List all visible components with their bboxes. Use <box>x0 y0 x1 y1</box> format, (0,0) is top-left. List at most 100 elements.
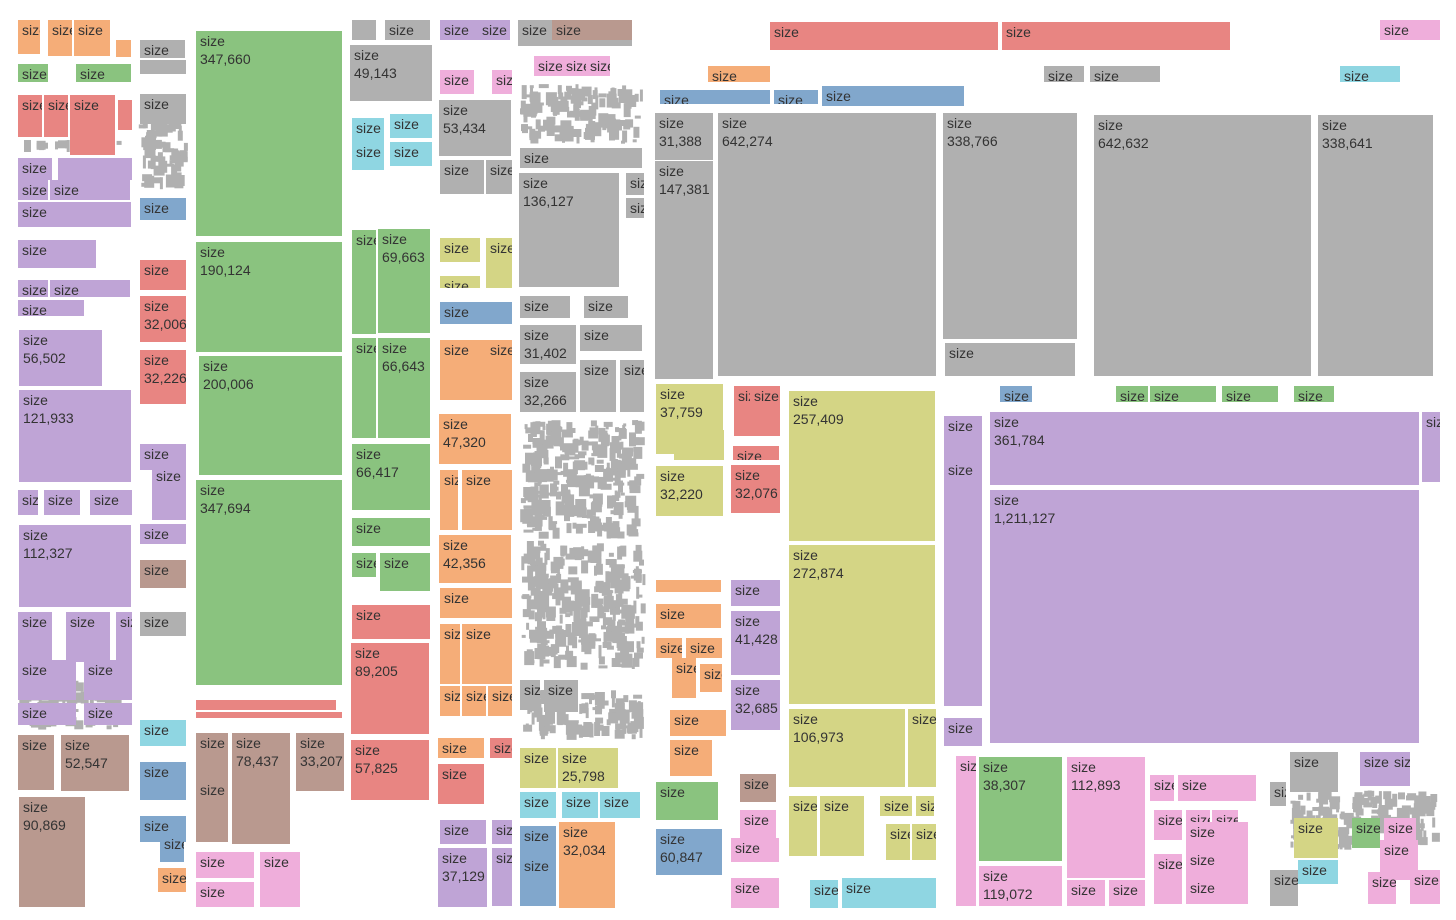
treemap-cell-small-rect[interactable] <box>1154 810 1182 840</box>
treemap-cell-small-rect[interactable] <box>440 238 480 262</box>
treemap-cell-small-rect[interactable] <box>440 302 512 324</box>
treemap-cell-small-rect[interactable] <box>140 720 186 746</box>
treemap-cell-small-rect[interactable] <box>1290 752 1338 792</box>
treemap-cell-small-rect[interactable] <box>44 95 68 137</box>
treemap-cell-small-rect[interactable] <box>1340 66 1400 82</box>
treemap-cell-rect[interactable] <box>19 330 102 386</box>
treemap-cell-small[interactable]: size <box>18 280 48 298</box>
treemap-cell-small[interactable]: size <box>140 40 185 58</box>
treemap-cell[interactable]: size 32,220 <box>656 466 723 516</box>
treemap-cell[interactable]: size 32,076 <box>731 465 780 513</box>
treemap-cell-small-rect[interactable] <box>196 882 254 907</box>
treemap-cell-small[interactable]: size <box>18 158 52 180</box>
treemap-cell-small[interactable]: size <box>352 553 381 577</box>
treemap-cell-rect[interactable] <box>199 356 342 475</box>
treemap-cell-rect[interactable] <box>352 444 430 510</box>
treemap-cell-small-rect[interactable] <box>486 340 512 400</box>
treemap-cell-small[interactable]: size <box>520 748 556 788</box>
treemap-cell-small-rect[interactable] <box>140 198 186 220</box>
treemap-cell-small-rect[interactable] <box>462 686 486 716</box>
treemap-cell-small[interactable]: size <box>1340 66 1400 84</box>
treemap-cell-rect[interactable] <box>655 161 713 379</box>
treemap-cell-small[interactable]: size <box>626 173 655 195</box>
treemap-cell-rect[interactable] <box>656 829 722 875</box>
treemap-cell-small-rect[interactable] <box>140 260 186 290</box>
treemap-cell-small[interactable]: size <box>196 852 254 878</box>
treemap-cell[interactable]: size 190,124 <box>196 242 342 352</box>
treemap-cell-small-rect[interactable] <box>352 142 384 170</box>
treemap-cell-small[interactable]: size <box>544 680 578 712</box>
treemap-cell-rect[interactable] <box>943 113 1077 339</box>
treemap-cell-small-rect[interactable] <box>18 180 48 200</box>
treemap-cell-small-rect[interactable] <box>196 733 228 789</box>
treemap-cell-small[interactable]: size <box>158 868 187 892</box>
treemap-cell-small-rect[interactable] <box>520 856 556 906</box>
treemap-cell-rect[interactable] <box>990 490 1419 743</box>
treemap-cell-small-rect[interactable] <box>18 300 84 316</box>
treemap-cell-small-rect[interactable] <box>886 824 910 860</box>
treemap-cell-small-rect[interactable] <box>462 470 512 530</box>
treemap-cell-small-rect[interactable] <box>58 158 132 180</box>
treemap-cell-small[interactable]: size <box>440 340 488 400</box>
treemap-cell-small-rect[interactable] <box>352 605 430 639</box>
treemap-cell-small[interactable]: size <box>440 70 474 94</box>
treemap-cell-small[interactable]: size <box>600 792 640 818</box>
treemap-cell-small[interactable]: size <box>352 605 430 639</box>
treemap-cell-small-rect[interactable] <box>1044 66 1084 82</box>
treemap-cell-small-rect[interactable] <box>380 553 430 591</box>
treemap-cell[interactable]: size 272,874 <box>789 545 935 704</box>
treemap-cell-small[interactable]: size <box>440 160 484 194</box>
treemap-cell-small-rect[interactable] <box>770 22 998 50</box>
treemap-cell-small[interactable]: size <box>478 20 510 40</box>
treemap-cell-small-rect[interactable] <box>492 70 512 94</box>
treemap-cell-small-rect[interactable] <box>440 340 488 400</box>
treemap-cell-small[interactable]: size <box>66 612 110 662</box>
treemap-cell-small[interactable]: size <box>84 660 132 700</box>
treemap-cell-small[interactable]: size <box>152 466 186 520</box>
treemap-cell-small-rect[interactable] <box>731 838 779 862</box>
treemap-cell-small-rect[interactable] <box>140 560 186 588</box>
treemap-cell-small-rect[interactable] <box>708 66 770 82</box>
treemap-cell-small[interactable] <box>140 60 186 74</box>
treemap-cell-small-rect[interactable] <box>750 386 780 436</box>
treemap-cell-rect[interactable] <box>979 757 1062 861</box>
treemap-cell-small-rect[interactable] <box>18 158 52 180</box>
treemap-cell[interactable]: size 32,226 <box>140 350 187 404</box>
treemap-cell-small-rect[interactable] <box>352 118 384 142</box>
treemap-cell-small[interactable]: size <box>492 70 521 94</box>
treemap-cell-small[interactable]: size <box>18 202 131 227</box>
treemap-cell-rect[interactable] <box>789 709 905 787</box>
treemap-cell-small-rect[interactable] <box>352 230 376 334</box>
treemap-cell-small[interactable]: size <box>580 325 642 351</box>
treemap-cell-small[interactable]: size <box>1360 752 1390 786</box>
treemap-cell[interactable]: size 53,434 <box>439 100 511 156</box>
treemap-cell[interactable]: size 41,428 <box>731 611 780 675</box>
treemap-cell-small-rect[interactable] <box>18 64 48 82</box>
treemap-cell-small[interactable]: size <box>562 792 598 818</box>
treemap-cell-small[interactable]: size <box>1090 66 1160 84</box>
treemap-cell-small-rect[interactable] <box>1000 386 1032 402</box>
treemap-cell-small-rect[interactable] <box>140 762 186 800</box>
treemap-cell-small-rect[interactable] <box>520 792 556 818</box>
treemap-cell-small[interactable]: size <box>534 56 563 76</box>
treemap-cell-small-rect[interactable] <box>944 460 982 706</box>
treemap-cell-small[interactable]: size <box>1380 20 1440 40</box>
treemap-cell-small-rect[interactable] <box>116 40 131 57</box>
treemap-cell-small-rect[interactable] <box>686 638 722 658</box>
treemap-cell-small-rect[interactable] <box>492 848 512 906</box>
treemap-cell-small[interactable]: size <box>1150 386 1216 404</box>
treemap-cell[interactable]: size 31,402 <box>520 325 576 364</box>
treemap-cell-small[interactable]: size <box>1294 386 1334 404</box>
treemap-cell-small[interactable]: size <box>945 343 1075 376</box>
treemap-cell-small-rect[interactable] <box>352 338 376 438</box>
treemap-cell-small-rect[interactable] <box>620 360 644 412</box>
treemap-cell-small[interactable]: size <box>196 733 228 789</box>
treemap-cell-small[interactable]: size <box>740 810 776 840</box>
treemap-cell-rect[interactable] <box>1094 115 1311 376</box>
treemap-cell-small[interactable]: size <box>492 848 521 906</box>
treemap-cell-small[interactable]: size <box>1298 860 1338 884</box>
treemap-cell-small-rect[interactable] <box>912 824 936 860</box>
treemap-cell-small[interactable]: size <box>789 796 818 856</box>
treemap-cell-small-rect[interactable] <box>1270 870 1298 906</box>
treemap-cell-small[interactable]: size <box>44 95 73 137</box>
